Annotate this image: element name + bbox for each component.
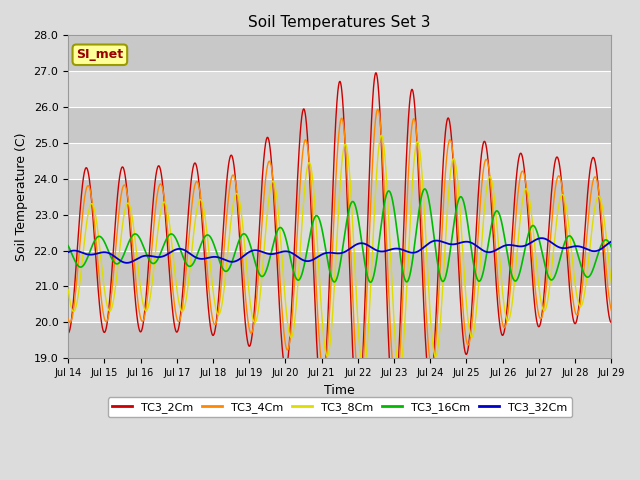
Bar [68,251,611,287]
Text: SI_met: SI_met [76,48,124,61]
Bar [68,323,611,358]
X-axis label: Time: Time [324,384,355,396]
Legend: TC3_2Cm, TC3_4Cm, TC3_8Cm, TC3_16Cm, TC3_32Cm: TC3_2Cm, TC3_4Cm, TC3_8Cm, TC3_16Cm, TC3… [108,397,572,417]
Title: Soil Temperatures Set 3: Soil Temperatures Set 3 [248,15,431,30]
Bar [68,179,611,215]
Bar [68,107,611,143]
Y-axis label: Soil Temperature (C): Soil Temperature (C) [15,132,28,261]
Bar [68,36,611,71]
